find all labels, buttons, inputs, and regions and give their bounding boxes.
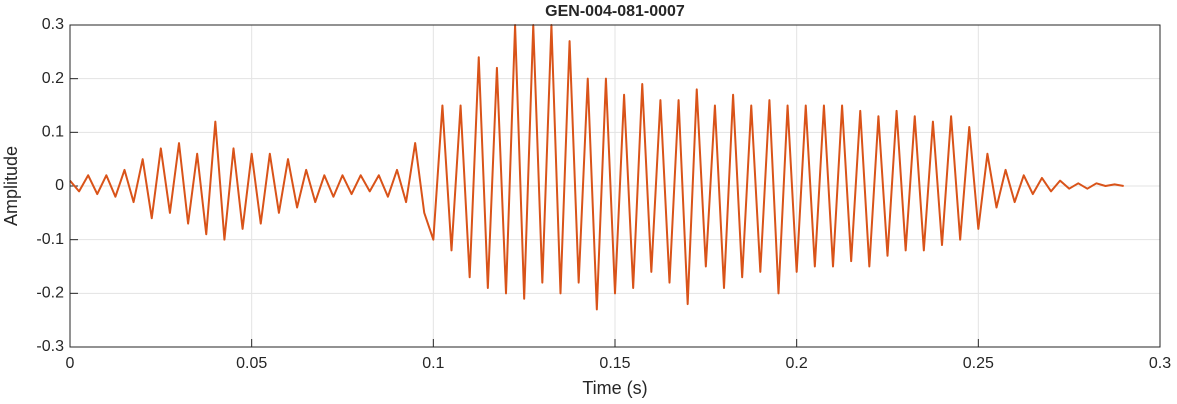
y-tick-label: -0.1	[36, 231, 64, 248]
y-axis-label: Amplitude	[1, 146, 21, 226]
y-tick-label: 0.2	[42, 70, 64, 87]
x-tick-label: 0.2	[786, 355, 808, 372]
y-tick-label: -0.3	[36, 338, 64, 355]
waveform	[69, 24, 1124, 311]
x-tick-label: 0.1	[422, 355, 444, 372]
x-tick-label: 0.05	[236, 355, 267, 372]
chart-title: GEN-004-081-0007	[545, 3, 685, 20]
x-tick-label: 0.25	[963, 355, 994, 372]
y-tick-label: 0.3	[42, 16, 64, 33]
y-tick-label: 0	[55, 177, 64, 194]
y-tick-label: -0.2	[36, 285, 64, 302]
x-tick-label: 0.3	[1149, 355, 1171, 372]
x-axis-label: Time (s)	[582, 378, 647, 398]
plot-frame	[69, 24, 1161, 348]
x-tick-label: 0	[66, 355, 75, 372]
y-tick-label: 0.1	[42, 124, 64, 141]
x-tick-label: 0.15	[599, 355, 630, 372]
